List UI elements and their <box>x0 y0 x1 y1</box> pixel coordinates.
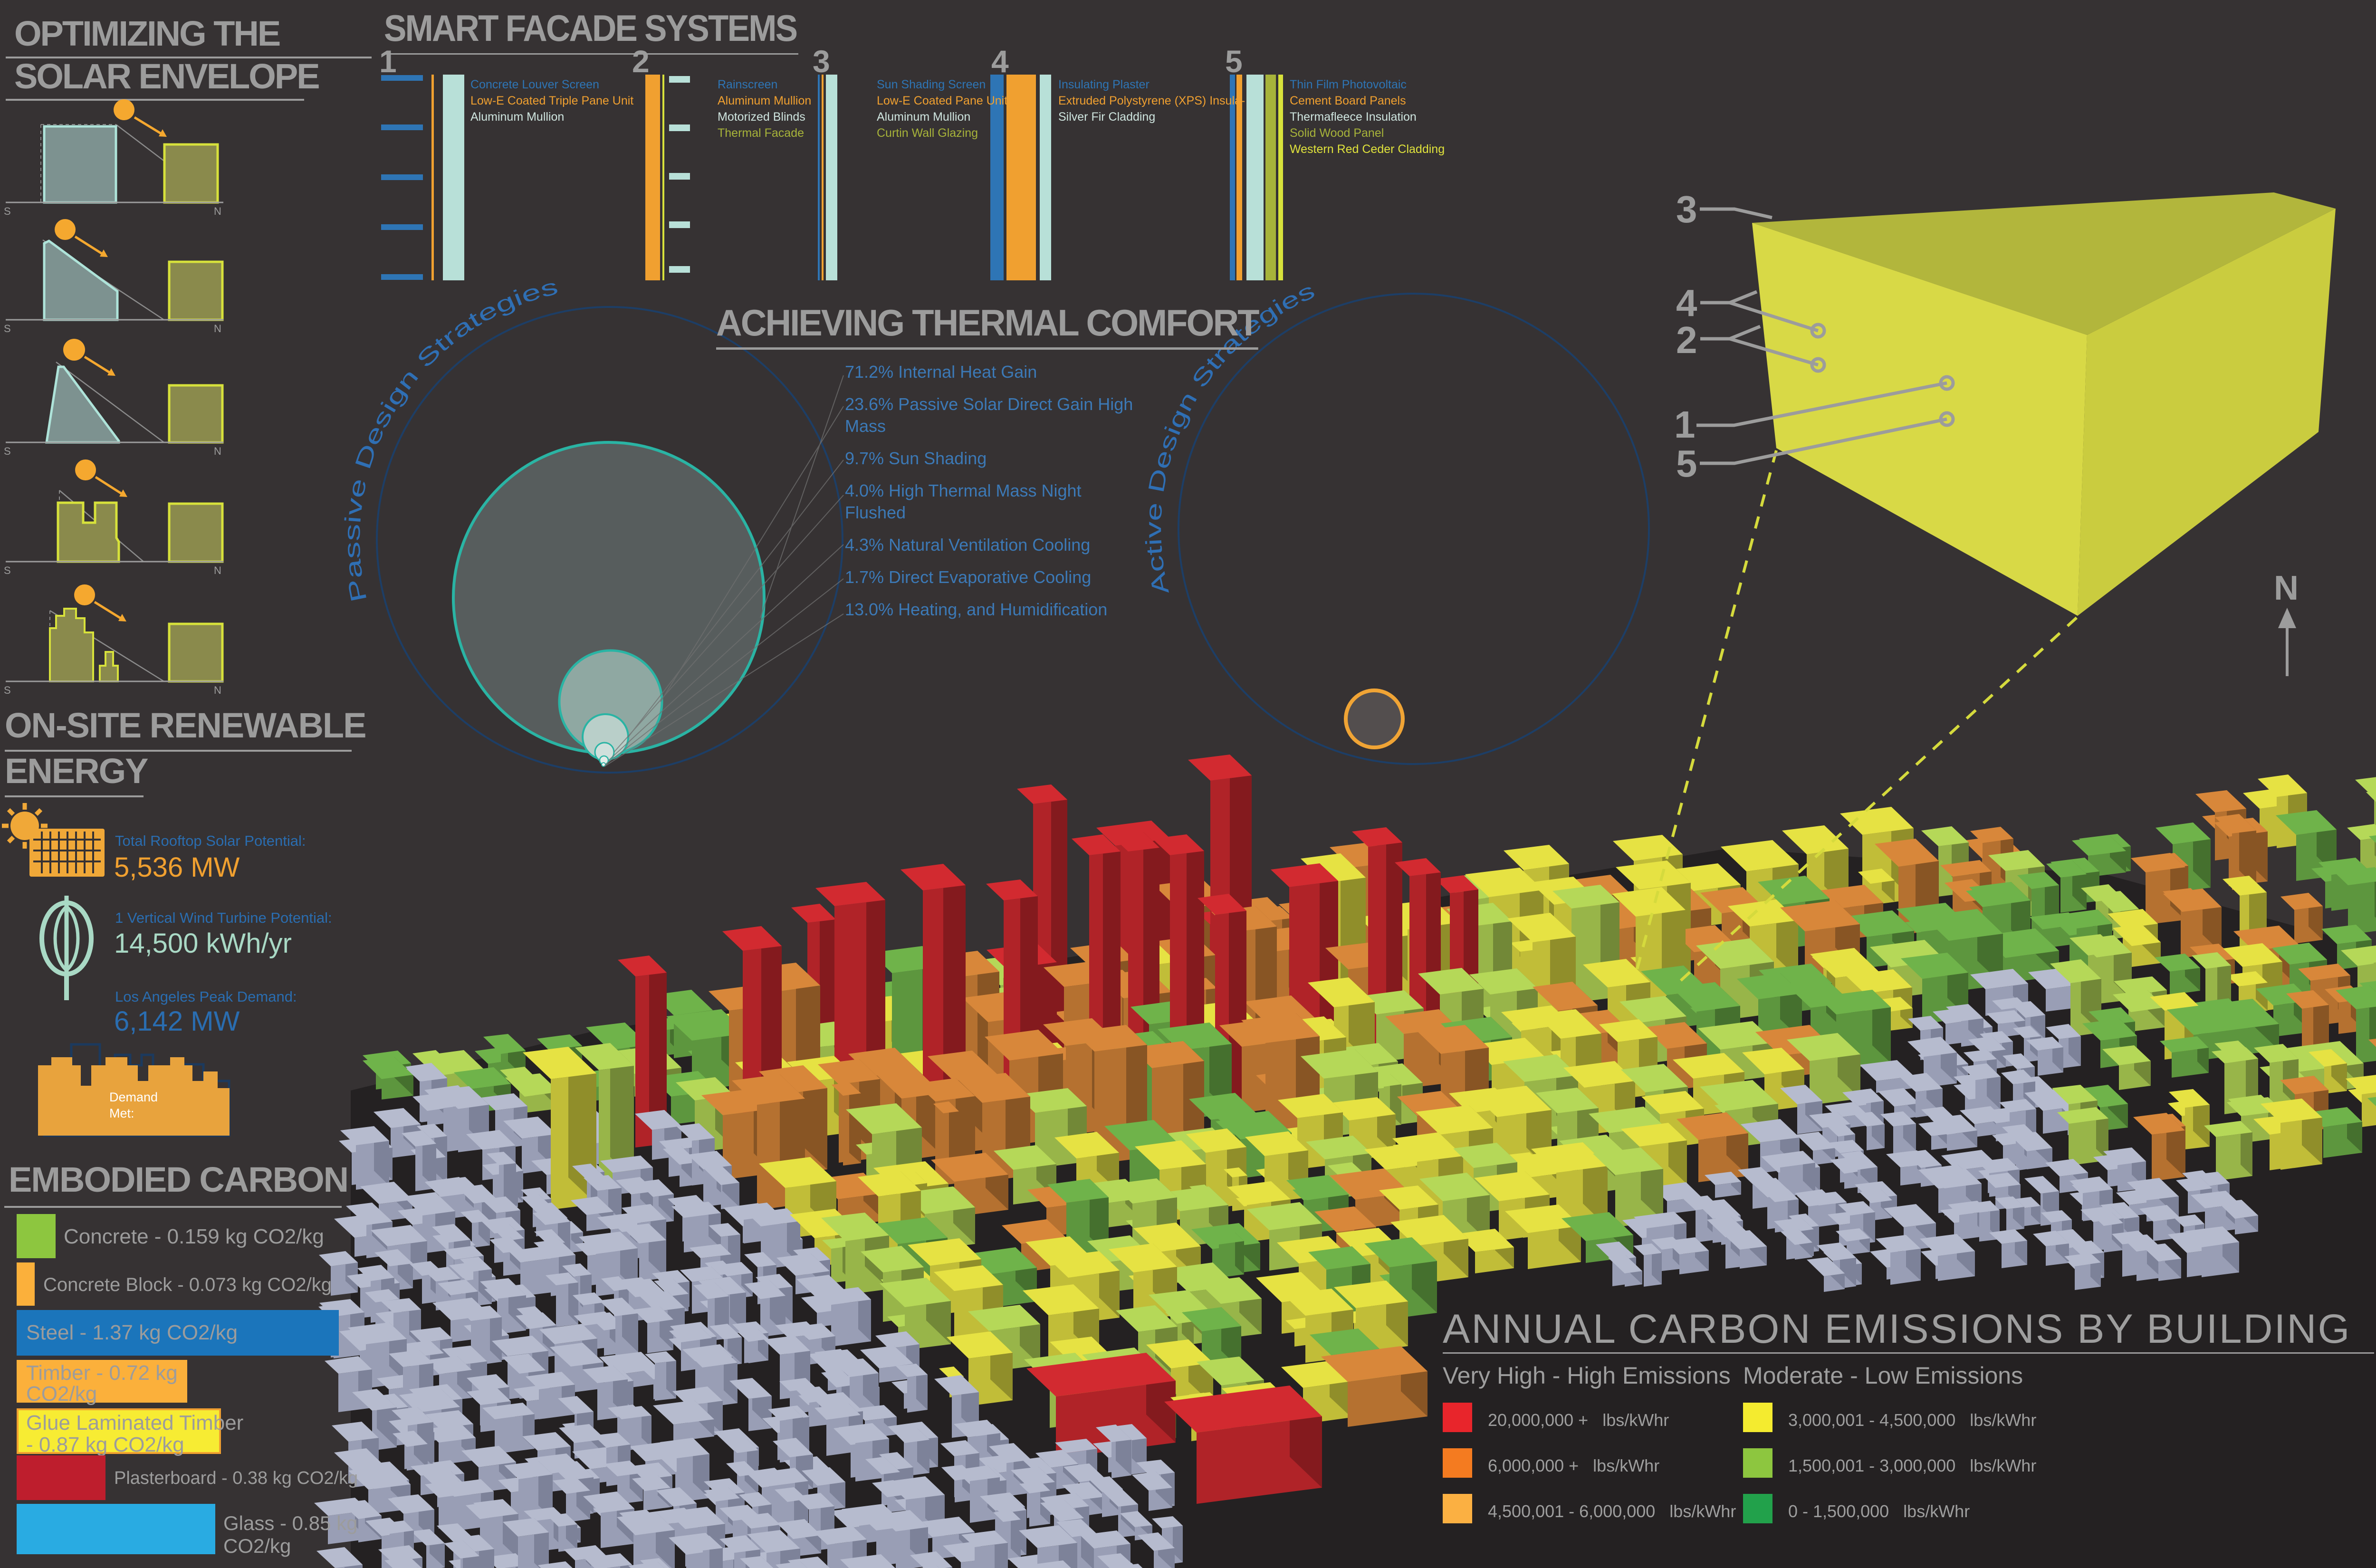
svg-text:N: N <box>214 564 221 576</box>
svg-text:5: 5 <box>1225 44 1243 79</box>
svg-text:2: 2 <box>1676 319 1697 361</box>
svg-text:S: S <box>4 684 11 696</box>
svg-text:Demand: Demand <box>109 1090 158 1104</box>
svg-text:Insulating Plaster: Insulating Plaster <box>1058 78 1150 91</box>
svg-text:4: 4 <box>1676 282 1697 324</box>
svg-text:3: 3 <box>1676 188 1697 230</box>
svg-text:S: S <box>4 445 11 457</box>
svg-text:Thin Film Photovoltaic: Thin Film Photovoltaic <box>1290 78 1407 91</box>
svg-text:Extruded Polystyrene (XPS) Ins: Extruded Polystyrene (XPS) Insula- <box>1058 94 1245 107</box>
svg-text:Western Red Ceder Cladding: Western Red Ceder Cladding <box>1290 143 1445 156</box>
svg-text:Motorized Blinds: Motorized Blinds <box>718 110 805 124</box>
svg-text:S: S <box>4 205 11 217</box>
svg-text:N: N <box>214 323 221 335</box>
svg-text:4: 4 <box>991 44 1009 79</box>
svg-text:Solid Wood Panel: Solid Wood Panel <box>1290 126 1384 140</box>
svg-text:Low-E Coated Pane Unit: Low-E Coated Pane Unit <box>877 94 1007 107</box>
svg-text:5: 5 <box>1676 442 1697 485</box>
svg-text:Silver Fir Cladding: Silver Fir Cladding <box>1058 110 1155 124</box>
svg-text:Curtin Wall Glazing: Curtin Wall Glazing <box>877 126 978 140</box>
svg-text:Cement Board Panels: Cement Board Panels <box>1290 94 1406 107</box>
svg-text:1: 1 <box>1674 403 1696 446</box>
svg-text:N: N <box>2274 569 2299 607</box>
svg-text:Thermal Facade: Thermal Facade <box>718 126 804 140</box>
svg-text:Rainscreen: Rainscreen <box>718 78 777 91</box>
svg-text:Concrete Louver Screen: Concrete Louver Screen <box>470 78 599 91</box>
svg-text:N: N <box>214 205 221 217</box>
svg-text:Thermafleece Insulation: Thermafleece Insulation <box>1290 110 1417 124</box>
svg-text:2: 2 <box>632 44 650 79</box>
svg-text:1: 1 <box>379 44 397 79</box>
svg-text:Aluminum Mullion: Aluminum Mullion <box>877 110 970 124</box>
svg-text:Sun Shading Screen: Sun Shading Screen <box>877 78 986 91</box>
svg-text:N: N <box>214 445 221 457</box>
svg-text:3: 3 <box>813 44 830 79</box>
svg-text:N: N <box>214 684 221 696</box>
svg-text:Low-E Coated Triple Pane Unit: Low-E Coated Triple Pane Unit <box>470 94 633 107</box>
svg-text:Aluminum Mullion: Aluminum Mullion <box>718 94 811 107</box>
svg-text:Met:: Met: <box>109 1106 134 1120</box>
svg-text:Aluminum Mullion: Aluminum Mullion <box>470 110 564 124</box>
svg-text:S: S <box>4 323 11 335</box>
svg-text:S: S <box>4 564 11 576</box>
